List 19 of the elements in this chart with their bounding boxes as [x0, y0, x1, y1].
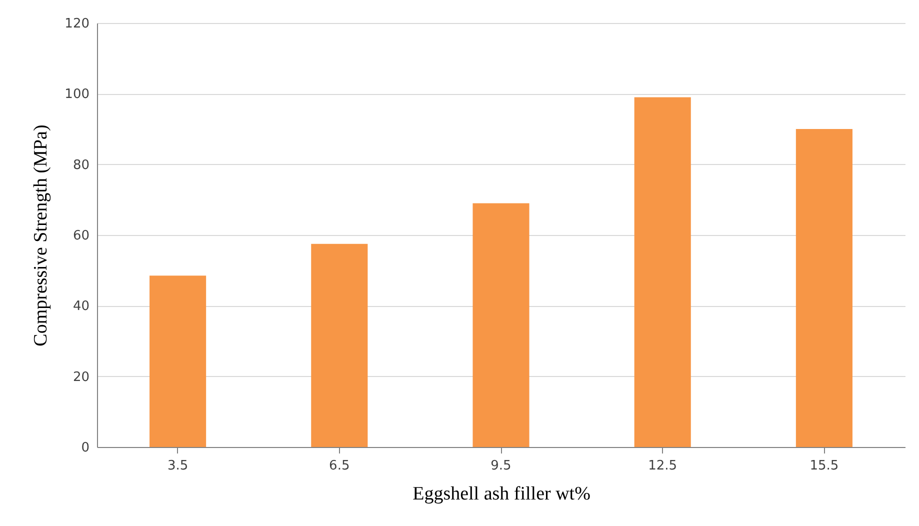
bar	[311, 244, 368, 447]
y-tick-label: 0	[81, 440, 90, 456]
x-tick-label: 15.5	[810, 458, 839, 474]
y-tick-label: 20	[72, 370, 90, 385]
y-tick-label: 60	[72, 228, 90, 244]
x-tick-label: 6.5	[329, 458, 350, 474]
y-tick-label: 100	[64, 87, 90, 102]
bar	[472, 203, 530, 447]
y-axis-title: Compressive Strength (MPa)	[30, 124, 52, 346]
y-tick-label: 40	[72, 299, 90, 314]
bar	[634, 97, 691, 447]
bar	[150, 276, 206, 447]
x-tick-label: 3.5	[167, 458, 188, 474]
bar	[796, 129, 852, 447]
y-tick-label: 120	[64, 16, 90, 32]
x-axis-title: Eggshell ash filler wt%	[412, 484, 591, 504]
y-tick-label: 80	[72, 158, 90, 173]
x-tick-label: 9.5	[490, 458, 512, 474]
x-tick-label: 12.5	[648, 458, 678, 474]
